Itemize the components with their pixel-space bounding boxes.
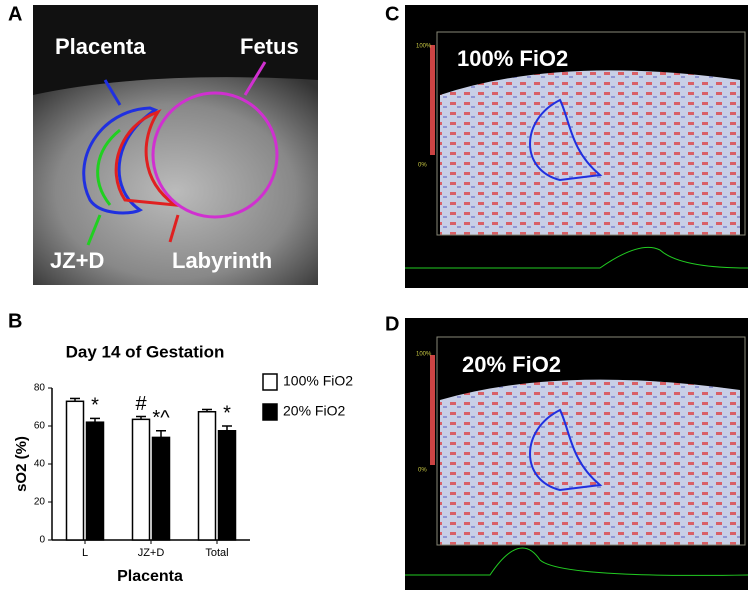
panel-label: A	[8, 3, 22, 25]
panel-label: D	[385, 313, 399, 335]
bar	[131, 418, 151, 541]
significance-marker: *	[223, 402, 231, 424]
tissue	[33, 77, 318, 285]
arrow	[168, 214, 180, 243]
legend-swatch	[262, 403, 278, 421]
legend-swatch	[262, 373, 278, 391]
y-axis-label: sO2 (%)	[13, 436, 30, 492]
legend-label: 20% FiO2	[283, 403, 345, 419]
photoacoustic-overlay	[440, 379, 740, 545]
x-axis-label: Placenta	[117, 568, 183, 585]
legend-label: 100% FiO2	[283, 373, 353, 389]
significance-marker: *^	[152, 407, 170, 429]
scale-label: 0%	[418, 163, 427, 169]
y-tick-label: 60	[34, 421, 46, 432]
scale-label: 100%	[416, 352, 432, 358]
outline	[114, 109, 181, 208]
chart-title: Day 14 of Gestation	[66, 342, 225, 361]
bar	[151, 436, 171, 541]
x-tick-label: JZ+D	[138, 547, 165, 559]
outline	[529, 98, 603, 182]
panel-label: B	[8, 310, 22, 332]
condition-label: 20% FiO2	[462, 352, 561, 377]
y-tick-label: 80	[34, 383, 46, 394]
color-scale	[430, 45, 435, 155]
y-tick-label: 40	[34, 459, 46, 470]
photoacoustic-overlay	[440, 70, 740, 235]
bar	[217, 430, 237, 541]
arrow	[86, 214, 102, 246]
panel-label: C	[385, 3, 399, 25]
x-tick-label: Total	[205, 547, 228, 559]
bar	[65, 400, 85, 541]
arrow	[103, 79, 122, 106]
y-tick-label: 0	[39, 535, 45, 546]
arrow	[243, 61, 267, 96]
outline	[82, 106, 159, 215]
annotation: Placenta	[55, 34, 146, 59]
frame	[436, 31, 746, 236]
x-tick-label: L	[82, 547, 88, 559]
scale-label: 0%	[418, 468, 427, 474]
bar	[85, 421, 105, 541]
annotation: Labyrinth	[172, 248, 272, 273]
bar-chart: Day 14 of Gestation Placenta sO2 (%) 0 20 40 6…	[13, 342, 353, 585]
condition-label: 100% FiO2	[457, 46, 568, 71]
y-tick-label: 20	[34, 497, 46, 508]
frame	[436, 336, 746, 546]
ecg-trace	[405, 547, 749, 576]
significance-marker: *	[91, 395, 99, 417]
scale-label: 100%	[416, 44, 432, 50]
significance-marker: #	[135, 393, 147, 415]
ecg-trace	[405, 246, 749, 269]
annotation: JZ+D	[50, 248, 104, 273]
bar	[197, 411, 217, 541]
outline	[529, 408, 603, 492]
annotation: Fetus	[240, 34, 299, 59]
outline	[96, 128, 121, 206]
color-scale	[430, 355, 435, 465]
outline	[151, 91, 279, 219]
